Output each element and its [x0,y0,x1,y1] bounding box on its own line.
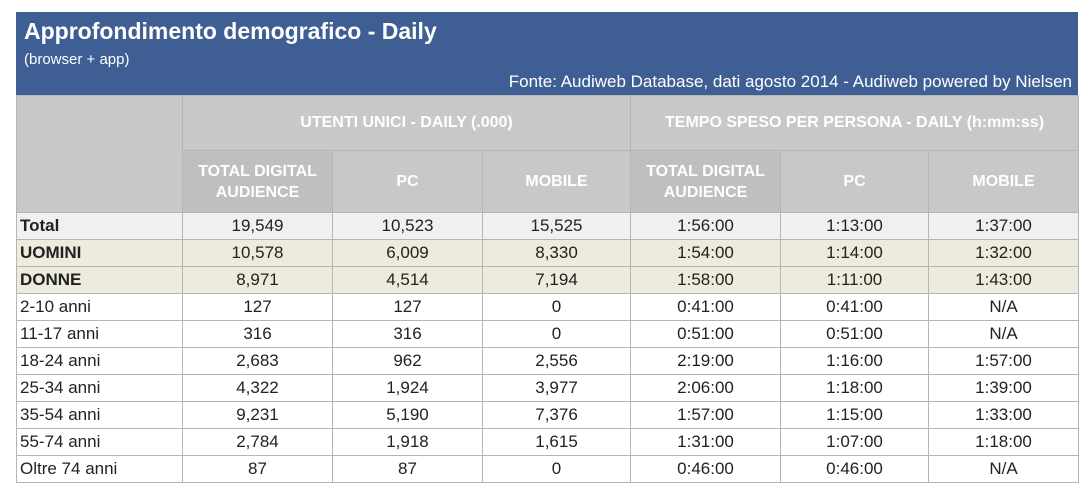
table-cell: 8,330 [481,239,632,267]
table-cell: 1:54:00 [630,239,782,267]
table-cell: 4,322 [182,374,333,402]
table-cell: 1:33:00 [928,401,1080,429]
table-cell: 87 [332,455,483,483]
table-cell: 127 [332,293,483,321]
table-cell: 1:16:00 [780,347,930,375]
table-cell: 1:13:00 [780,212,930,240]
table-cell: 1,918 [332,428,483,456]
row-label: 2-10 anni [16,293,183,321]
group-header-utenti: UTENTI UNICI - DAILY (.000) [181,95,632,151]
table-row: Oltre 74 anni 87 87 0 0:46:00 0:46:00 N/A [16,455,1080,483]
col-header-mobile-time: MOBILE [928,150,1080,213]
table-cell: 8,971 [182,266,333,294]
table-cell: 0 [481,455,632,483]
table-cell: 1:11:00 [780,266,930,294]
row-label: 11-17 anni [16,320,183,348]
table-cell: 1:56:00 [630,212,782,240]
table-row: 55-74 anni 2,784 1,918 1,615 1:31:00 1:07:00 1… [16,428,1080,456]
table-cell: 0:41:00 [780,293,930,321]
table-cell: 2,683 [182,347,333,375]
row-label: 25-34 anni [16,374,183,402]
table-cell: 5,190 [332,401,483,429]
col-header-mobile: MOBILE [481,150,632,213]
table-row: DONNE 8,971 4,514 7,194 1:58:00 1:11:00 1:43:0… [16,266,1080,294]
table-cell: 1:31:00 [630,428,782,456]
report-source: Fonte: Audiweb Database, dati agosto 201… [508,72,1072,91]
table-row: Total 19,549 10,523 15,525 1:56:00 1:13:00 1:3… [16,212,1080,240]
col-header-total-digital-audience: TOTAL DIGITAL AUDIENCE [182,150,333,213]
table-row: UOMINI 10,578 6,009 8,330 1:54:00 1:14:00 1:32… [16,239,1080,267]
table-cell: 316 [332,320,483,348]
corner-cell [16,95,183,213]
table-cell: 0:46:00 [780,455,930,483]
table-cell: 1:58:00 [630,266,782,294]
table-cell: 1:37:00 [928,212,1080,240]
table-cell: 127 [182,293,333,321]
table-cell: 0 [481,320,632,348]
table-cell: N/A [928,320,1080,348]
table-cell: 0 [481,293,632,321]
table-cell: 15,525 [481,212,632,240]
table-cell: 1:43:00 [928,266,1080,294]
row-label: 18-24 anni [16,347,183,375]
table-cell: 4,514 [332,266,483,294]
table-row: 35-54 anni 9,231 5,190 7,376 1:57:00 1:15:00 1… [16,401,1080,429]
table-cell: 962 [332,347,483,375]
table-cell: 7,194 [481,266,632,294]
table-cell: N/A [928,455,1080,483]
col-header-pc: PC [332,150,483,213]
table-cell: 1:18:00 [928,428,1080,456]
table-cell: 3,977 [481,374,632,402]
row-label: DONNE [16,266,183,294]
row-label: 55-74 anni [16,428,183,456]
table-cell: 2,784 [182,428,333,456]
table-cell: 2:06:00 [630,374,782,402]
row-label: Oltre 74 anni [16,455,183,483]
table-cell: 87 [182,455,333,483]
table-cell: 7,376 [481,401,632,429]
table-cell: 1,615 [481,428,632,456]
report-subtitle: (browser + app) [24,51,130,68]
table-cell: 1:07:00 [780,428,930,456]
table-cell: 0:51:00 [780,320,930,348]
table-cell: 1:57:00 [630,401,782,429]
table-body: Total 19,549 10,523 15,525 1:56:00 1:13:00 1:3… [16,212,1080,483]
table-cell: 2:19:00 [630,347,782,375]
table-cell: 9,231 [182,401,333,429]
row-label: 35-54 anni [16,401,183,429]
table-row: 25-34 anni 4,322 1,924 3,977 2:06:00 1:18:00 1… [16,374,1080,402]
row-label: UOMINI [16,239,183,267]
demographic-table: UTENTI UNICI - DAILY (.000) TEMPO SPESO … [16,95,1080,483]
table-row: 11-17 anni 316 316 0 0:51:00 0:51:00 N/A [16,320,1080,348]
table-cell: 10,578 [182,239,333,267]
table-cell: 1:39:00 [928,374,1080,402]
table-row: 18-24 anni 2,683 962 2,556 2:19:00 1:16:00 1:5… [16,347,1080,375]
group-header-tempo: TEMPO SPESO PER PERSONA - DAILY (h:mm:ss… [630,95,1080,151]
table-cell: 1:15:00 [780,401,930,429]
table-cell: 0:41:00 [630,293,782,321]
table-cell: 0:46:00 [630,455,782,483]
report-header: Approfondimento demografico - Daily (bro… [16,12,1078,95]
table-cell: N/A [928,293,1080,321]
table-cell: 1:32:00 [928,239,1080,267]
table-cell: 1:57:00 [928,347,1080,375]
demographic-report: Approfondimento demografico - Daily (bro… [16,12,1080,483]
table-cell: 1:14:00 [780,239,930,267]
table-cell: 19,549 [182,212,333,240]
col-header-total-digital-audience-time: TOTAL DIGITAL AUDIENCE [630,150,782,213]
table-cell: 10,523 [332,212,483,240]
table-cell: 0:51:00 [630,320,782,348]
table-cell: 6,009 [332,239,483,267]
table-cell: 316 [182,320,333,348]
report-title: Approfondimento demografico - Daily [24,18,437,44]
table-row: 2-10 anni 127 127 0 0:41:00 0:41:00 N/A [16,293,1080,321]
table-cell: 1,924 [332,374,483,402]
col-header-pc-time: PC [780,150,930,213]
table-cell: 1:18:00 [780,374,930,402]
table-cell: 2,556 [481,347,632,375]
row-label: Total [16,212,183,240]
